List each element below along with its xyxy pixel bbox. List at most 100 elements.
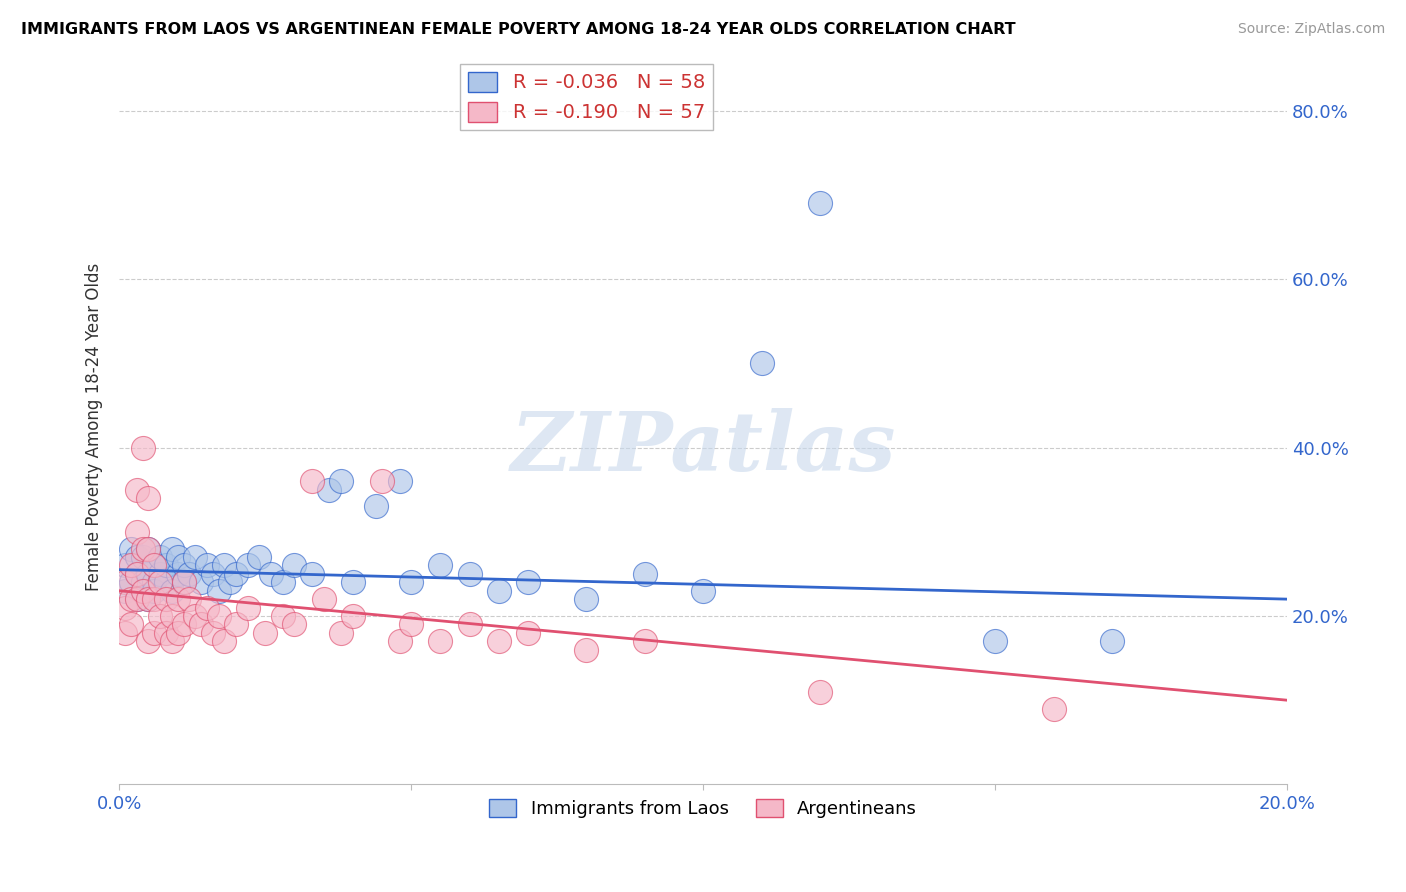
Point: [399, 575, 422, 590]
Point: [173, 617, 195, 632]
Point: [207, 609, 229, 624]
Point: [149, 609, 172, 624]
Point: [184, 609, 207, 624]
Point: [1042, 701, 1064, 715]
Point: [214, 558, 236, 573]
Point: [120, 558, 142, 573]
Text: Source: ZipAtlas.com: Source: ZipAtlas.com: [1237, 22, 1385, 37]
Point: [131, 549, 153, 564]
Point: [114, 625, 136, 640]
Point: [634, 634, 657, 648]
Text: ZIPatlas: ZIPatlas: [510, 408, 896, 488]
Point: [179, 592, 201, 607]
Point: [225, 617, 247, 632]
Point: [388, 474, 411, 488]
Point: [342, 609, 364, 624]
Point: [301, 474, 323, 488]
Point: [166, 566, 188, 581]
Point: [488, 583, 510, 598]
Point: [318, 483, 340, 497]
Point: [575, 592, 598, 607]
Point: [143, 575, 166, 590]
Point: [166, 549, 188, 564]
Point: [131, 441, 153, 455]
Point: [271, 575, 294, 590]
Point: [271, 609, 294, 624]
Point: [634, 566, 657, 581]
Point: [143, 558, 166, 573]
Point: [120, 575, 142, 590]
Point: [488, 634, 510, 648]
Point: [125, 566, 148, 581]
Point: [249, 549, 271, 564]
Point: [131, 583, 153, 598]
Point: [214, 634, 236, 648]
Point: [143, 558, 166, 573]
Point: [458, 617, 481, 632]
Point: [173, 575, 195, 590]
Point: [236, 600, 259, 615]
Point: [429, 634, 451, 648]
Point: [201, 566, 224, 581]
Point: [138, 592, 160, 607]
Point: [166, 625, 188, 640]
Point: [283, 617, 305, 632]
Point: [195, 558, 218, 573]
Point: [160, 541, 183, 556]
Point: [429, 558, 451, 573]
Point: [131, 575, 153, 590]
Point: [692, 583, 714, 598]
Point: [260, 566, 283, 581]
Point: [125, 566, 148, 581]
Point: [330, 474, 353, 488]
Point: [143, 583, 166, 598]
Point: [371, 474, 394, 488]
Point: [125, 592, 148, 607]
Point: [195, 600, 218, 615]
Point: [575, 642, 598, 657]
Point: [751, 356, 773, 370]
Point: [236, 558, 259, 573]
Point: [283, 558, 305, 573]
Point: [984, 634, 1007, 648]
Point: [254, 625, 277, 640]
Point: [517, 625, 540, 640]
Point: [458, 566, 481, 581]
Point: [517, 575, 540, 590]
Point: [366, 500, 388, 514]
Point: [131, 541, 153, 556]
Point: [312, 592, 335, 607]
Point: [207, 583, 229, 598]
Point: [125, 549, 148, 564]
Point: [120, 592, 142, 607]
Point: [388, 634, 411, 648]
Point: [125, 483, 148, 497]
Point: [149, 575, 172, 590]
Point: [201, 625, 224, 640]
Point: [131, 583, 153, 598]
Point: [160, 583, 183, 598]
Point: [160, 634, 183, 648]
Point: [138, 541, 160, 556]
Text: IMMIGRANTS FROM LAOS VS ARGENTINEAN FEMALE POVERTY AMONG 18-24 YEAR OLDS CORRELA: IMMIGRANTS FROM LAOS VS ARGENTINEAN FEMA…: [21, 22, 1015, 37]
Point: [138, 634, 160, 648]
Point: [155, 575, 177, 590]
Point: [138, 541, 160, 556]
Point: [173, 558, 195, 573]
Point: [173, 575, 195, 590]
Point: [138, 566, 160, 581]
Point: [125, 592, 148, 607]
Point: [301, 566, 323, 581]
Point: [160, 609, 183, 624]
Point: [225, 566, 247, 581]
Point: [149, 566, 172, 581]
Point: [149, 549, 172, 564]
Point: [184, 549, 207, 564]
Point: [1101, 634, 1123, 648]
Point: [120, 541, 142, 556]
Point: [138, 491, 160, 505]
Point: [190, 575, 212, 590]
Point: [120, 617, 142, 632]
Point: [808, 196, 831, 211]
Point: [138, 592, 160, 607]
